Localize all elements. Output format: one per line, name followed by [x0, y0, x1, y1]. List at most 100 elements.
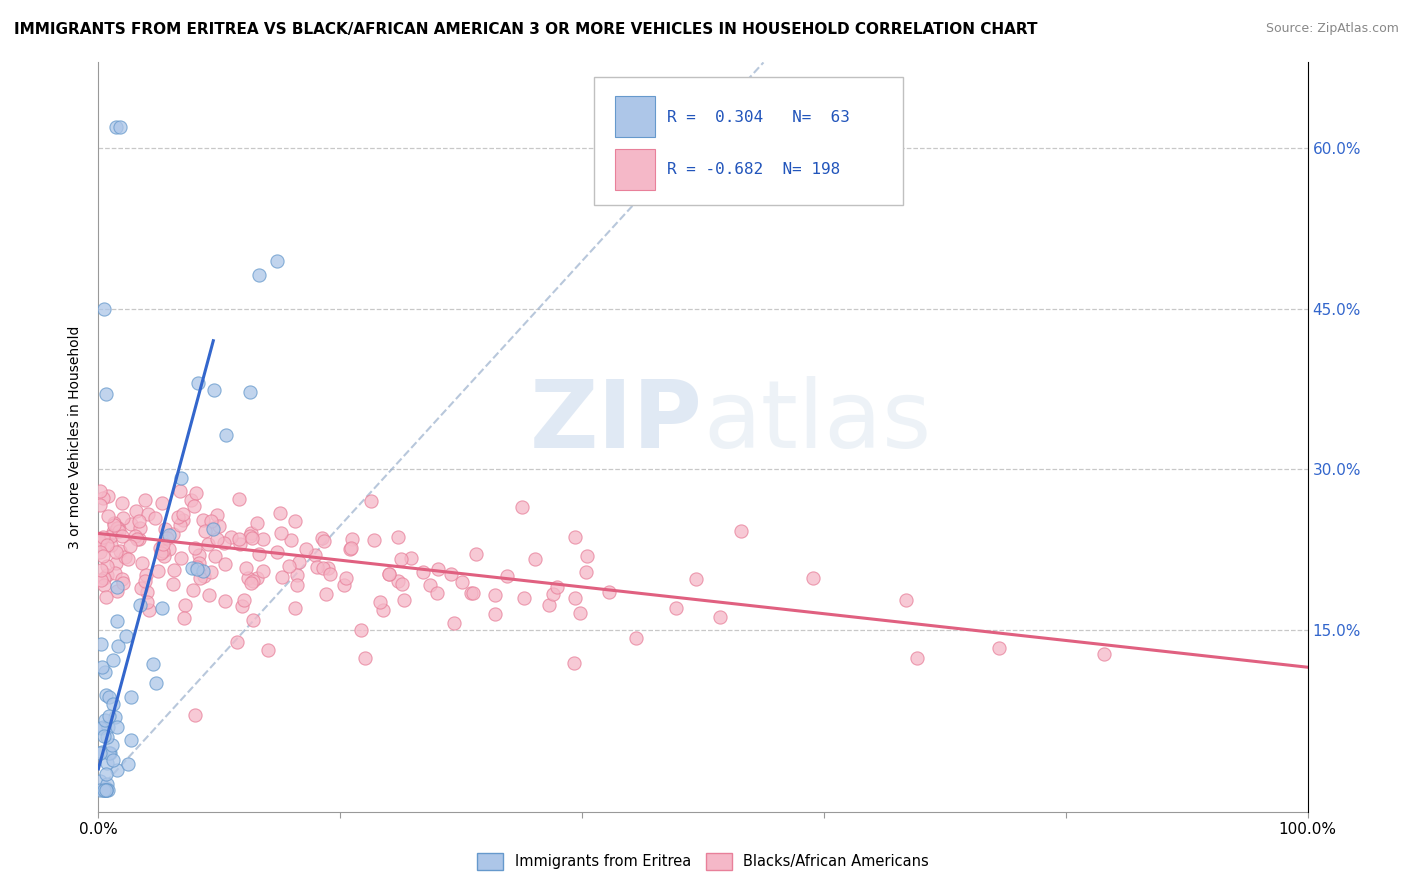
- Point: [107, 639, 129, 653]
- Point: [562, 656, 585, 670]
- Point: [111, 572, 134, 586]
- Point: [312, 561, 335, 575]
- Point: [150, 601, 173, 615]
- Point: [180, 493, 202, 508]
- Point: [187, 549, 209, 563]
- Point: [156, 531, 179, 545]
- Point: [426, 562, 449, 576]
- Point: [186, 562, 208, 576]
- Point: [90, 573, 112, 587]
- Point: [173, 611, 195, 625]
- Point: [157, 542, 180, 557]
- Text: R = -0.682  N= 198: R = -0.682 N= 198: [666, 162, 839, 178]
- Point: [266, 545, 288, 559]
- Point: [685, 572, 707, 586]
- Point: [391, 577, 413, 591]
- Point: [624, 631, 647, 645]
- Point: [1092, 647, 1115, 661]
- Point: [104, 120, 127, 134]
- Point: [564, 591, 586, 605]
- Point: [108, 544, 131, 558]
- Point: [150, 546, 173, 560]
- Point: [96, 756, 118, 771]
- Point: [128, 514, 150, 528]
- Point: [214, 557, 236, 571]
- Point: [96, 538, 118, 552]
- Point: [240, 525, 263, 540]
- Point: [305, 559, 328, 574]
- Point: [426, 585, 449, 599]
- Point: [163, 563, 186, 577]
- Point: [152, 543, 174, 558]
- Point: [184, 708, 207, 723]
- Point: [575, 565, 598, 579]
- Point: [207, 508, 229, 523]
- Point: [97, 783, 120, 797]
- Point: [167, 510, 190, 524]
- Point: [214, 536, 236, 550]
- Point: [523, 552, 546, 566]
- Point: [419, 578, 441, 592]
- Point: [200, 514, 222, 528]
- Point: [162, 577, 184, 591]
- Point: [107, 524, 129, 539]
- Point: [129, 521, 152, 535]
- Point: [333, 577, 356, 591]
- Point: [319, 566, 342, 581]
- Point: [125, 504, 148, 518]
- Point: [150, 496, 173, 510]
- Point: [108, 120, 131, 134]
- FancyBboxPatch shape: [614, 149, 655, 190]
- Point: [136, 585, 159, 599]
- Point: [229, 537, 252, 551]
- Point: [394, 593, 416, 607]
- Point: [270, 570, 292, 584]
- Text: Source: ZipAtlas.com: Source: ZipAtlas.com: [1265, 22, 1399, 36]
- Point: [93, 783, 115, 797]
- Point: [120, 517, 142, 532]
- Point: [315, 587, 337, 601]
- Point: [238, 571, 260, 585]
- Point: [91, 720, 114, 734]
- Point: [231, 599, 253, 613]
- Point: [443, 616, 465, 631]
- Point: [287, 555, 309, 569]
- Point: [94, 713, 117, 727]
- Point: [228, 491, 250, 506]
- Point: [105, 583, 128, 598]
- Point: [89, 747, 111, 761]
- Point: [129, 581, 152, 595]
- Point: [135, 568, 157, 582]
- Point: [242, 532, 264, 546]
- Point: [387, 574, 409, 588]
- Point: [360, 493, 382, 508]
- Point: [136, 595, 159, 609]
- Point: [105, 556, 128, 570]
- Point: [101, 697, 124, 711]
- Point: [207, 532, 229, 546]
- Point: [153, 522, 176, 536]
- Point: [461, 585, 484, 599]
- Point: [280, 533, 302, 548]
- Point: [134, 492, 156, 507]
- Point: [112, 511, 135, 525]
- Point: [89, 545, 111, 559]
- Point: [197, 537, 219, 551]
- Point: [97, 508, 120, 523]
- Point: [285, 578, 308, 592]
- Point: [103, 516, 125, 531]
- Point: [183, 500, 205, 514]
- Point: [460, 585, 482, 599]
- Point: [252, 565, 274, 579]
- Point: [105, 614, 128, 628]
- Point: [451, 575, 474, 590]
- Point: [94, 387, 117, 401]
- Point: [103, 524, 125, 539]
- Point: [96, 781, 118, 796]
- Point: [312, 534, 335, 549]
- Point: [246, 571, 269, 585]
- Point: [266, 254, 288, 268]
- Point: [115, 629, 138, 643]
- Point: [181, 561, 204, 575]
- Point: [225, 635, 247, 649]
